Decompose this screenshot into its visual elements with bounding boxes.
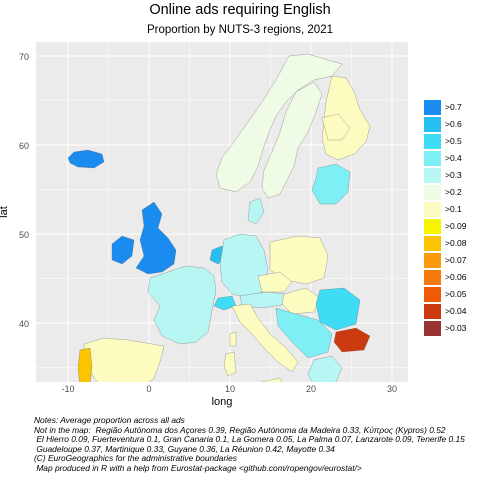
note-line: Not in the map: Região Autónoma dos Açor…: [34, 424, 446, 435]
legend-key: [424, 100, 441, 115]
legend-label: >0.03: [445, 323, 467, 333]
legend-key: [424, 253, 441, 268]
grid: [36, 42, 408, 382]
y-tick-label: 70: [18, 52, 29, 62]
x-tick-label: 20: [305, 384, 316, 394]
note-line: Map produced in R with a help from Euros…: [34, 462, 362, 473]
legend-key: [424, 270, 441, 285]
region-united-kingdom: [135, 201, 177, 275]
region-italy: [231, 303, 299, 373]
legend-label: >0.04: [445, 306, 467, 316]
region-hungary: [281, 287, 321, 315]
legend-key: [424, 321, 441, 336]
region-greece: [307, 355, 343, 382]
map-svg: [36, 42, 408, 382]
legend-key: [424, 287, 441, 302]
region-sicily: [261, 377, 282, 382]
note-line: (C) EuroGeographics for the administrati…: [34, 453, 237, 464]
notes-caption: Notes: Average proportion across all ads…: [34, 415, 465, 474]
legend-label: >0.07: [445, 255, 467, 265]
note-line: El Hierro 0.09, Fuerteventura 0.1, Gran …: [34, 434, 465, 445]
legend-key: [424, 185, 441, 200]
region-finland-south: [321, 113, 351, 141]
region-france: [147, 265, 217, 345]
legend-key: [424, 151, 441, 166]
x-axis-label: long: [211, 396, 233, 408]
x-tick-label: 0: [146, 384, 152, 394]
regions: [67, 53, 371, 382]
y-axis-label: lat: [0, 206, 10, 218]
region-sweden: [261, 81, 323, 199]
y-tick-label: 40: [18, 319, 29, 329]
legend-key: [424, 134, 441, 149]
legend-label: >0.1: [445, 204, 462, 214]
region-baltics: [311, 163, 351, 205]
region-portugal: [77, 347, 93, 382]
region-corsica: [229, 331, 237, 347]
region-sardinia: [223, 351, 237, 377]
region-switzerland: [213, 295, 237, 311]
chart-subtitle: Proportion by NUTS-3 regions, 2021: [146, 24, 333, 36]
region-iceland: [67, 149, 105, 169]
legend-key: [424, 304, 441, 319]
region-germany: [219, 233, 269, 299]
legend-key: [424, 219, 441, 234]
region-norway: [215, 53, 343, 193]
x-tick-label: 10: [224, 384, 235, 394]
x-tick-label: -10: [61, 384, 75, 394]
region-romania: [315, 287, 361, 331]
note-line: Guadeloupe 0.37, Martinique 0.33, Guyane…: [34, 443, 335, 454]
legend-label: >0.08: [445, 238, 467, 248]
legend-label: >0.7: [445, 102, 462, 112]
region-balkans: [275, 307, 333, 359]
legend-key: [424, 168, 441, 183]
legend-label: >0.05: [445, 289, 467, 299]
note-line: Notes: Average proportion across all ads: [34, 415, 185, 425]
legend-key: [424, 117, 441, 132]
legend-label: >0.2: [445, 187, 462, 197]
y-tick-label: 60: [18, 141, 29, 151]
region-spain: [83, 337, 165, 382]
legend-key: [424, 236, 441, 251]
legend-key: [424, 202, 441, 217]
region-denmark: [247, 197, 265, 225]
legend-label: >0.5: [445, 136, 462, 146]
legend-label: >0.09: [445, 221, 467, 231]
x-tick-label: 30: [386, 384, 397, 394]
chart-title: Online ads requiring English: [149, 2, 331, 18]
map-panel: [36, 42, 408, 382]
region-bulgaria: [333, 327, 371, 353]
legend-label: >0.6: [445, 119, 462, 129]
region-ireland: [111, 235, 135, 265]
legend-label: >0.3: [445, 170, 462, 180]
region-czechia: [257, 271, 293, 293]
y-tick-label: 50: [18, 230, 29, 240]
legend-label: >0.06: [445, 272, 467, 282]
legend-label: >0.4: [445, 153, 462, 163]
